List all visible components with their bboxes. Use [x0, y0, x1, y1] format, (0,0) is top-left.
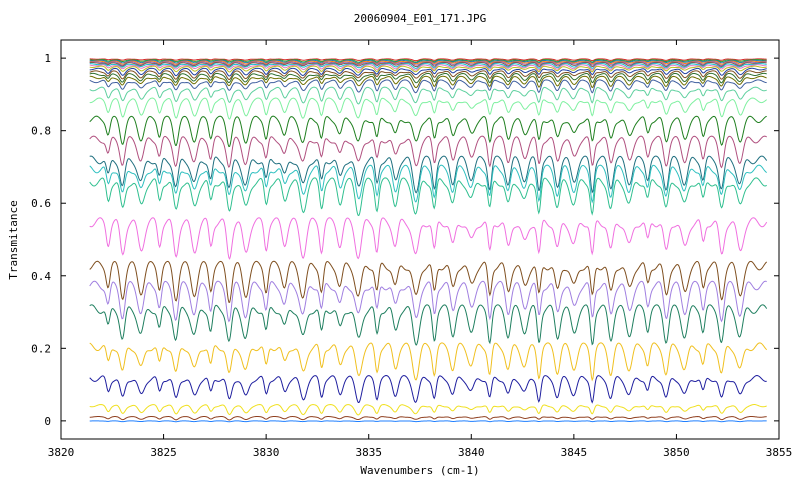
- y-axis-label: Transmitance: [7, 200, 20, 279]
- series-line: [89, 416, 767, 421]
- x-tick-label: 3850: [663, 446, 690, 459]
- series-line: [89, 86, 767, 105]
- series-line: [89, 97, 767, 120]
- x-axis-label: Wavenumbers (cm-1): [360, 464, 479, 477]
- series-line: [89, 342, 768, 382]
- series-line: [89, 65, 767, 73]
- series-line: [89, 304, 768, 346]
- series-line: [89, 164, 767, 204]
- y-axis-ticks: 0 0.2 0.4 0.6 0.8 1: [31, 52, 779, 428]
- x-tick-label: 3830: [253, 446, 280, 459]
- x-axis-ticks: 3820 3825 3830 3835 3840 3845 3850 3855: [48, 40, 793, 459]
- plot-frame: [60, 39, 780, 440]
- series-line: [89, 155, 768, 194]
- x-tick-label: 3840: [458, 446, 485, 459]
- series-line: [89, 58, 767, 62]
- y-tick-label: 0.4: [31, 270, 51, 283]
- series-layer: [89, 58, 768, 423]
- series-line: [89, 59, 767, 63]
- x-tick-label: 3855: [766, 446, 793, 459]
- series-line: [89, 70, 767, 80]
- y-tick-label: 0.8: [31, 125, 51, 138]
- series-line: [89, 135, 767, 169]
- series-line: [89, 61, 767, 68]
- series-line: [89, 420, 767, 423]
- series-line: [89, 79, 767, 94]
- series-line: [89, 64, 767, 71]
- series-line: [89, 63, 767, 69]
- y-tick-label: 0: [44, 415, 51, 428]
- series-line: [89, 177, 767, 217]
- series-line: [89, 260, 768, 303]
- x-tick-label: 3825: [150, 446, 177, 459]
- x-tick-label: 3835: [355, 446, 382, 459]
- series-line: [89, 75, 767, 89]
- series-line: [89, 375, 767, 404]
- x-tick-label: 3845: [561, 446, 588, 459]
- y-tick-label: 0.6: [31, 197, 51, 210]
- series-line: [89, 67, 767, 77]
- y-tick-label: 1: [44, 52, 51, 65]
- series-line: [89, 72, 767, 84]
- y-tick-label: 0.2: [31, 342, 51, 355]
- series-line: [89, 217, 768, 260]
- series-line: [89, 115, 767, 148]
- x-tick-label: 3820: [48, 446, 75, 459]
- series-line: [89, 280, 767, 323]
- chart-title: 20060904_E01_171.JPG: [354, 12, 486, 25]
- series-line: [89, 404, 767, 416]
